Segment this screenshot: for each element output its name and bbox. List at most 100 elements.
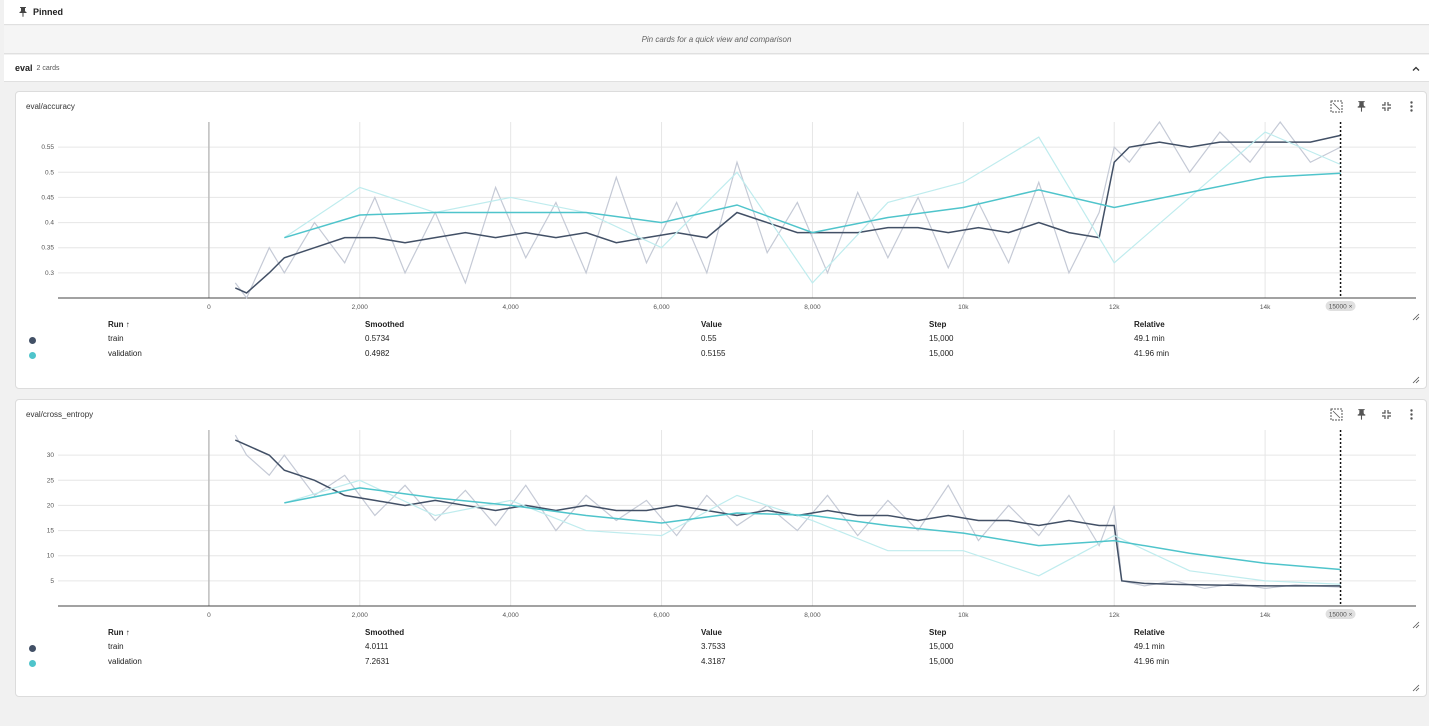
relative-time: 41.96 min xyxy=(1134,657,1170,666)
raw-value: 0.5155 xyxy=(701,349,726,358)
fit-domain-icon[interactable] xyxy=(1330,408,1343,421)
smoothed-value: 0.5734 xyxy=(365,334,390,343)
relative-column-header: Relative xyxy=(1134,320,1165,329)
relative-time: 41.96 min xyxy=(1134,349,1170,358)
y-tick-label: 5 xyxy=(50,578,54,585)
step-value: 15,000 xyxy=(929,657,954,666)
table-row: train 0.5734 0.55 15,000 49.1 min xyxy=(26,334,1326,348)
y-tick-label: 0.45 xyxy=(41,194,54,201)
x-tick-label: 10k xyxy=(958,304,969,311)
x-tick-label: 0 xyxy=(207,304,211,311)
validation-color-dot xyxy=(29,660,36,667)
x-tick-label: 4,000 xyxy=(503,612,520,619)
table-header-row: Run ↑ Smoothed Value Step Relative xyxy=(26,320,1326,334)
chart-resize-handle[interactable] xyxy=(1412,308,1420,321)
run-column-header[interactable]: Run ↑ xyxy=(108,628,130,637)
x-tick-label: 6,000 xyxy=(653,304,670,311)
chevron-up-icon[interactable] xyxy=(1410,62,1422,74)
validation-color-dot xyxy=(29,352,36,359)
y-tick-label: 0.55 xyxy=(41,144,54,151)
y-tick-label: 25 xyxy=(47,477,55,484)
pin-card-icon[interactable] xyxy=(1355,408,1368,421)
step-value: 15,000 xyxy=(929,642,954,651)
train-color-dot xyxy=(29,337,36,344)
table-header-row: Run ↑ Smoothed Value Step Relative xyxy=(26,628,1326,642)
step-chip-label: 15000 × xyxy=(1329,612,1353,619)
validation-raw-line xyxy=(284,479,1341,585)
step-column-header: Step xyxy=(929,320,947,329)
run-name: train xyxy=(108,642,124,651)
cross-entropy-line-chart[interactable]: 5 10 15 20 25 30 0 2,000 4,000 6,000 8,000 10k 12k 14… xyxy=(16,422,1426,622)
chart-resize-handle[interactable] xyxy=(1412,616,1420,629)
table-row: train 4.0111 3.7533 15,000 49.1 min xyxy=(26,642,1326,656)
value-column-header: Value xyxy=(701,320,722,329)
value-column-header: Value xyxy=(701,628,722,637)
validation-smoothed-line xyxy=(284,172,1341,239)
x-tick-label: 10k xyxy=(958,612,969,619)
table-row: validation 7.2631 4.3187 15,000 41.96 mi… xyxy=(26,657,1326,671)
train-smoothed-line xyxy=(234,439,1341,587)
raw-value: 4.3187 xyxy=(701,657,726,666)
step-column-header: Step xyxy=(929,628,947,637)
smoothed-value: 0.4982 xyxy=(365,349,390,358)
x-tick-label: 12k xyxy=(1109,304,1120,311)
y-tick-label: 0.3 xyxy=(45,270,54,277)
x-tick-label: 0 xyxy=(207,612,211,619)
relative-column-header: Relative xyxy=(1134,628,1165,637)
y-tick-label: 20 xyxy=(47,502,55,509)
scalar-card-accuracy: eval/accuracy 0.3 0.35 0.4 0.45 0.5 0.55 0 2,00… xyxy=(15,91,1427,389)
more-vert-icon[interactable] xyxy=(1405,100,1418,113)
run-name: train xyxy=(108,334,124,343)
step-value: 15,000 xyxy=(929,334,954,343)
fit-domain-icon[interactable] xyxy=(1330,100,1343,113)
step-chip-label: 15000 × xyxy=(1329,304,1353,311)
run-name: validation xyxy=(108,349,142,358)
train-smoothed-line xyxy=(234,134,1341,294)
y-tick-label: 10 xyxy=(47,553,55,560)
scalar-card-cross-entropy: eval/cross_entropy 5 10 15 20 25 30 0 2,000 4,00… xyxy=(15,399,1427,697)
x-tick-label: 8,000 xyxy=(804,304,821,311)
y-tick-label: 0.5 xyxy=(45,169,54,176)
smoothed-column-header: Smoothed xyxy=(365,628,405,637)
group-name: eval xyxy=(15,63,33,73)
y-tick-label: 0.35 xyxy=(41,245,54,252)
card-title: eval/cross_entropy xyxy=(26,410,94,419)
x-tick-label: 2,000 xyxy=(352,304,369,311)
step-chip xyxy=(1325,609,1356,619)
raw-value: 0.55 xyxy=(701,334,717,343)
group-header-eval[interactable]: eval 2 cards xyxy=(4,55,1429,82)
x-tick-label: 12k xyxy=(1109,612,1120,619)
y-tick-label: 30 xyxy=(47,452,55,459)
train-color-dot xyxy=(29,645,36,652)
y-tick-label: 15 xyxy=(47,528,55,535)
x-tick-label: 2,000 xyxy=(352,612,369,619)
x-tick-label: 6,000 xyxy=(653,612,670,619)
smoothed-column-header: Smoothed xyxy=(365,320,405,329)
card-toolbar xyxy=(1330,408,1418,421)
run-column-header[interactable]: Run ↑ xyxy=(108,320,130,329)
step-value: 15,000 xyxy=(929,349,954,358)
pin-card-icon[interactable] xyxy=(1355,100,1368,113)
accuracy-line-chart[interactable]: 0.3 0.35 0.4 0.45 0.5 0.55 0 2,000 4,000 6,000 8,0… xyxy=(16,114,1426,314)
pinned-empty-message: Pin cards for a quick view and compariso… xyxy=(4,26,1429,54)
x-tick-label: 4,000 xyxy=(503,304,520,311)
card-resize-handle[interactable] xyxy=(1412,679,1420,692)
pinned-label: Pinned xyxy=(33,7,64,17)
card-title: eval/accuracy xyxy=(26,102,75,111)
x-tick-label: 14k xyxy=(1260,612,1271,619)
pinned-header: Pinned xyxy=(4,0,1429,25)
table-row: validation 0.4982 0.5155 15,000 41.96 mi… xyxy=(26,349,1326,363)
x-tick-label: 14k xyxy=(1260,304,1271,311)
y-tick-label: 0.4 xyxy=(45,220,54,227)
relative-time: 49.1 min xyxy=(1134,334,1165,343)
more-vert-icon[interactable] xyxy=(1405,408,1418,421)
pin-icon xyxy=(17,6,29,18)
collapse-icon[interactable] xyxy=(1380,408,1393,421)
group-card-count: 2 cards xyxy=(36,64,60,72)
card-toolbar xyxy=(1330,100,1418,113)
collapse-icon[interactable] xyxy=(1380,100,1393,113)
validation-raw-line xyxy=(284,131,1341,284)
raw-value: 3.7533 xyxy=(701,642,726,651)
card-resize-handle[interactable] xyxy=(1412,371,1420,384)
smoothed-value: 7.2631 xyxy=(365,657,390,666)
